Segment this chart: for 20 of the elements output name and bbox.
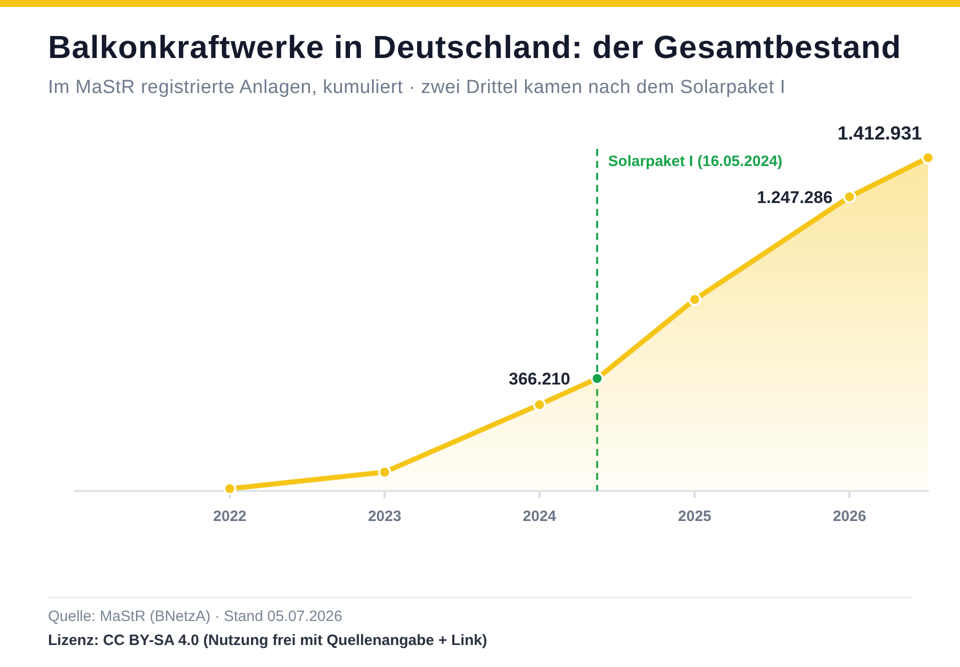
x-tick-label: 2024 bbox=[522, 508, 557, 526]
data-label: 1.247.286 bbox=[756, 188, 833, 207]
x-tick-label: 2023 bbox=[368, 508, 402, 526]
point bbox=[590, 372, 604, 385]
ref-line-label: Solarpaket I (16.05.2024) bbox=[608, 153, 782, 170]
x-tick-label: 2026 bbox=[832, 508, 866, 526]
x-tick-label: 2025 bbox=[678, 508, 712, 526]
point bbox=[223, 482, 236, 496]
point bbox=[688, 292, 702, 306]
x-tick-label: 2022 bbox=[213, 508, 247, 526]
chart-subtitle: Im MaStR registrierte Anlagen, kumuliert · zwei Drittel kamen nach dem Solarpaket I bbox=[48, 77, 786, 99]
point bbox=[922, 151, 934, 164]
point bbox=[532, 398, 546, 412]
source-note: Quelle: MaStR (BNetzA) · Stand 05.07.2026 bbox=[48, 607, 344, 627]
point bbox=[378, 466, 392, 479]
data-label: 1.412.931 bbox=[837, 124, 922, 145]
text: Lizenz: CC BY-SA 4.0 (Nutzung frei mit Quellenangabe + Link) bbox=[48, 631, 488, 651]
chart-title: Balkonkraftwerke in Deutschland: der Gesamtbestand bbox=[48, 29, 902, 66]
point bbox=[843, 190, 856, 204]
data-label: 366.210 bbox=[508, 370, 570, 389]
